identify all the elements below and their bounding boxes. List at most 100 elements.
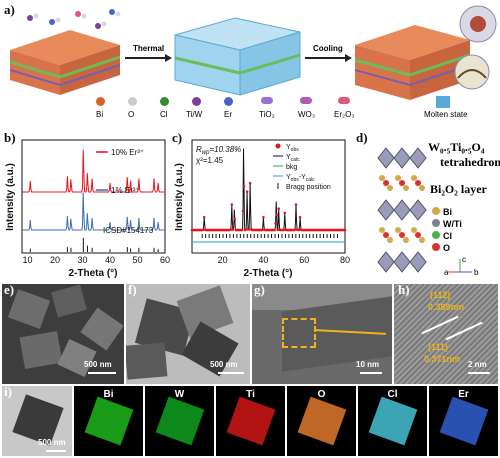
- rietveld-chart: 20 40 60 80 2-Theta (°) Intensity (a.u.) Rw…: [174, 139, 350, 279]
- zoom-bubble-bottom: [454, 54, 490, 90]
- xrd-ylabel: Intensity (a.u.): [5, 163, 16, 231]
- eds-map-label: Ti: [246, 389, 255, 400]
- atom: [419, 185, 425, 191]
- plane-111-label: (111): [428, 342, 449, 352]
- d-spacing-111: 0.371nm: [424, 354, 461, 364]
- plane-112-label: (112): [430, 290, 451, 300]
- sem-image-e: 500 nm: [2, 284, 124, 384]
- tiw-atom-icon: [192, 97, 201, 106]
- rietveld-obs-points: [190, 181, 347, 232]
- axis-a-label: a: [444, 268, 449, 277]
- o-legend-icon: [432, 243, 440, 251]
- crystal-structure: [377, 147, 427, 273]
- atom: [387, 237, 393, 243]
- rietveld-x-tick-label: 20: [218, 255, 228, 265]
- obs-point: [261, 228, 264, 232]
- molten-state-icon: [436, 96, 450, 108]
- eds-map-bi: Bi: [74, 386, 143, 456]
- obs-point: [242, 185, 246, 188]
- atom: [399, 180, 405, 186]
- wti-tetrahedron: [409, 199, 427, 221]
- cooling-arrow: [305, 54, 352, 62]
- obs-point: [273, 228, 276, 232]
- zoom-bubble-top-atom: [470, 16, 486, 32]
- eds-map-label: Er: [458, 389, 469, 400]
- hrtem-image-g: 10 nm: [252, 284, 392, 384]
- rietveld-ylabel: Intensity (a.u.): [174, 163, 185, 231]
- floating-precursor-molecules: [27, 9, 121, 29]
- legend-calc: Ycalc: [286, 154, 300, 163]
- tem-image-i: 500 nm: [2, 386, 72, 456]
- axis-b-label: b: [474, 268, 479, 277]
- structure-legend-o: O: [443, 243, 451, 253]
- cl-atom-icon: [160, 97, 169, 106]
- tio2-molecule-icon: [261, 97, 273, 104]
- xrd-legend-10pct: 10% Er³⁺: [111, 148, 144, 157]
- obs-point: [262, 216, 265, 219]
- xrd-x-tick-label: 60: [160, 255, 170, 265]
- wti-tetrahedron: [393, 199, 411, 221]
- panel-label-d: d): [356, 130, 368, 145]
- obs-point: [202, 216, 206, 219]
- layered-product-slab: [354, 25, 471, 100]
- legend-obs-marker: [275, 143, 281, 149]
- obs-point: [293, 228, 297, 231]
- bi-atom-icon: [96, 97, 105, 106]
- legend-er: Er: [224, 110, 232, 119]
- wti-tetrahedron: [377, 251, 395, 273]
- wti-tetrahedron: [409, 147, 427, 169]
- atom: [379, 175, 385, 181]
- xrd-series-1pct: [22, 192, 165, 231]
- structure-legend: Bi W/Ti Cl O: [432, 206, 462, 254]
- eds-map-ti: Ti: [216, 386, 285, 456]
- o-atom-icon: [128, 97, 137, 106]
- legend-bi: Bi: [96, 110, 104, 119]
- obs-point: [298, 216, 302, 219]
- wo3-molecule-icon: [300, 97, 312, 104]
- element-legend-labels: Bi O Cl Ti/W Er TiO₂ WO₃ Er₂O₃ Molten st…: [66, 110, 486, 122]
- atom: [383, 180, 389, 186]
- hrtem-g-scale-label: 10 nm: [356, 360, 380, 369]
- wti-tetrahedron: [393, 147, 411, 169]
- obs-point: [201, 228, 205, 232]
- legend-bkg: bkg: [286, 164, 297, 171]
- obs-point: [276, 228, 279, 231]
- obs-point: [231, 228, 235, 231]
- cl-legend-icon: [432, 231, 440, 239]
- thermal-arrow: [125, 54, 172, 62]
- axis-c-label: c: [462, 256, 466, 264]
- rietveld-x-tick-label: 80: [340, 255, 350, 265]
- rietveld-frame: [191, 139, 346, 254]
- atom: [411, 175, 417, 181]
- panel-label-i: i): [4, 384, 12, 399]
- xrd-chart: 10 20 30 40 50 60 2-Theta (°) Intensity (a.u.…: [5, 139, 170, 279]
- legend-er2o3: Er₂O₃: [334, 110, 355, 119]
- atom: [399, 232, 405, 238]
- legend-tio2: TiO₂: [259, 110, 275, 119]
- xrd-frame: [21, 139, 166, 254]
- axis-triad: a b c: [444, 256, 479, 277]
- tetrahedron-title: W₀.₅Ti₀.₅O₄: [428, 140, 485, 154]
- rietveld-bragg-ticks: [201, 234, 338, 238]
- synthesis-schematic: [9, 5, 497, 108]
- obs-point: [241, 209, 245, 213]
- atom: [411, 227, 417, 233]
- cooling-label: Cooling: [313, 44, 343, 53]
- eds-map-label: Cl: [387, 389, 398, 400]
- xrd-x-tick-label: 40: [105, 255, 115, 265]
- eds-map-o: O: [287, 386, 356, 456]
- wti-tetrahedron: [377, 147, 395, 169]
- wti-tetrahedron: [377, 199, 395, 221]
- er-atom-icon: [224, 97, 233, 106]
- obs-point: [233, 217, 237, 221]
- eds-map-label: W: [174, 389, 185, 400]
- obs-point: [343, 228, 347, 232]
- structure-legend-wti: W/Ti: [443, 219, 462, 229]
- atom: [415, 232, 421, 238]
- rietveld-x-ticks: 20 40 60 80: [218, 255, 350, 265]
- rietveld-x-tick-label: 40: [258, 255, 268, 265]
- atom: [383, 232, 389, 238]
- obs-point: [244, 228, 248, 231]
- tem-i-scale-label: 500 nm: [38, 438, 66, 447]
- xrd-x-tick-label: 10: [22, 255, 32, 265]
